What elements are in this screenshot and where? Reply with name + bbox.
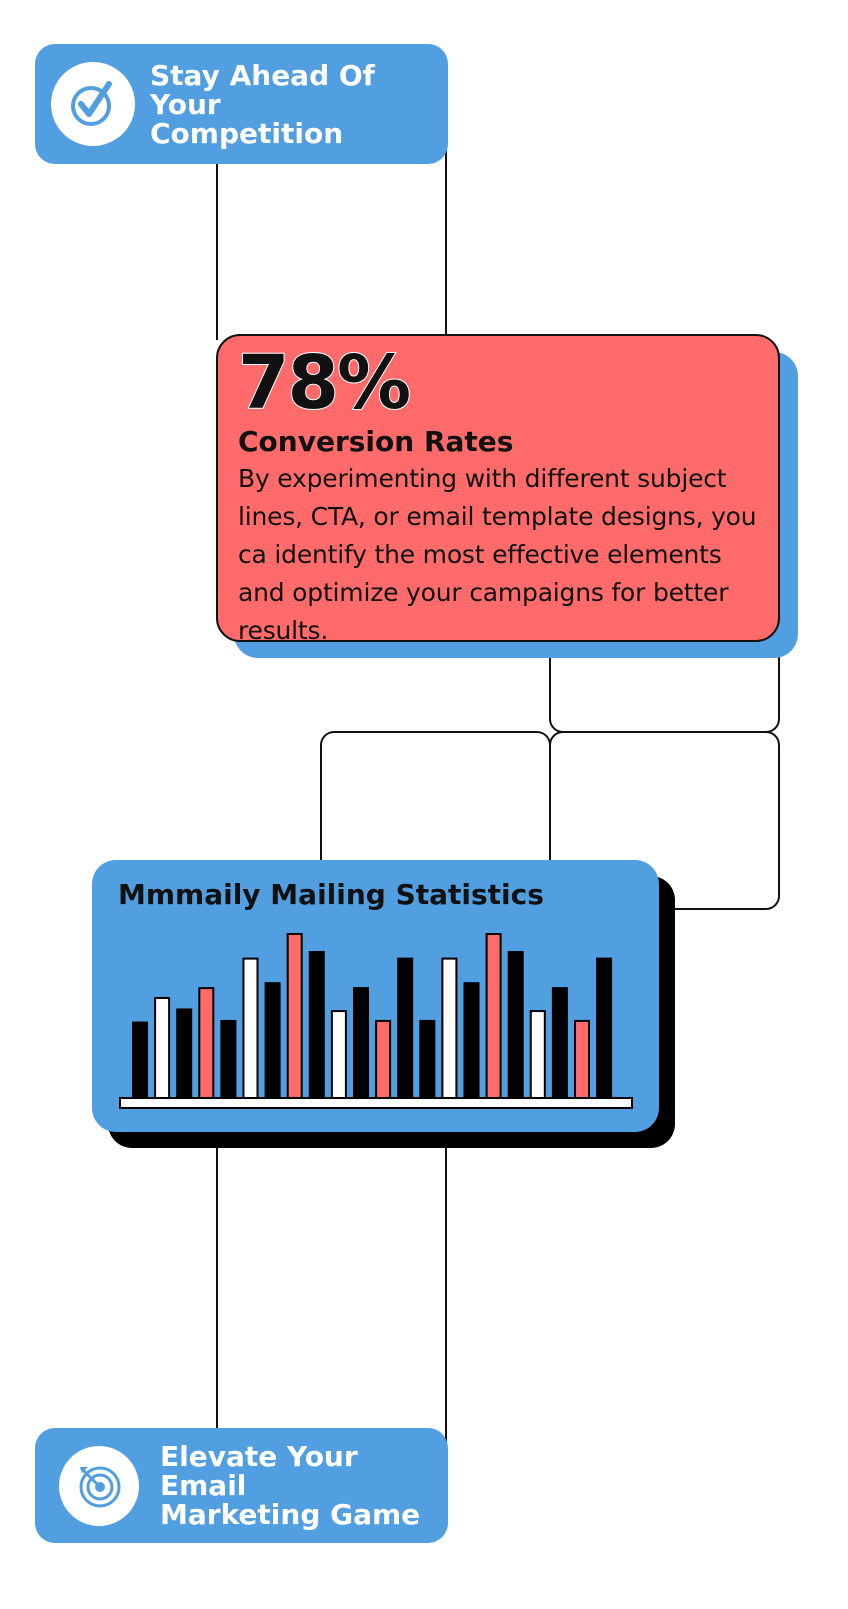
bottom-pill-title-line2: Marketing Game <box>160 1498 421 1531</box>
chart-bar-8 <box>286 933 303 1099</box>
check-circle-icon <box>71 81 112 126</box>
bottom-pill-title: Elevate Your Email Marketing Game <box>160 1442 448 1529</box>
chart-bar-1 <box>132 1021 148 1099</box>
target-icon-wrap <box>59 1445 139 1526</box>
chart-bar-15 <box>441 957 458 1099</box>
top-pill-title-line1: Stay Ahead Of Your <box>150 58 375 121</box>
target-icon <box>79 1466 121 1507</box>
chart-bar-5 <box>220 1019 237 1099</box>
connector-line-left-bottom <box>216 1140 218 1440</box>
bottom-pill-title-line1: Elevate Your Email <box>160 1440 358 1502</box>
check-circle-icon-wrap <box>51 62 135 146</box>
connector-line-right-bottom <box>445 1140 447 1450</box>
stats-card: Mmmaily Mailing Statistics <box>92 860 659 1132</box>
chart-bar-10 <box>330 1010 347 1099</box>
chart-bar-22 <box>596 957 613 1099</box>
chart-bar-11 <box>353 987 369 1099</box>
chart-bar-7 <box>264 982 281 1099</box>
connector-line-left-top <box>216 160 218 340</box>
top-pill-title: Stay Ahead Of Your Competition <box>150 61 448 148</box>
bottom-pill: Elevate Your Email Marketing Game <box>35 1428 448 1543</box>
chart-bar-19 <box>529 1010 546 1099</box>
chart-bar-18 <box>507 951 524 1100</box>
chart-bar-20 <box>551 987 568 1099</box>
chart-bar-6 <box>242 957 259 1099</box>
chart-bar-21 <box>574 1019 590 1099</box>
chart-bar-12 <box>375 1019 392 1099</box>
bar-chart <box>119 933 633 1109</box>
chart-bar-4 <box>198 987 215 1099</box>
chart-bar-17 <box>485 933 502 1099</box>
stats-card-title: Mmmaily Mailing Statistics <box>118 878 544 911</box>
stat-card: 78% Conversion Rates By experimenting wi… <box>216 334 780 645</box>
chart-bar-16 <box>463 982 480 1099</box>
chart-bar-9 <box>308 951 325 1100</box>
chart-bar-14 <box>419 1019 436 1099</box>
stat-title: Conversion Rates <box>238 425 514 458</box>
connector-loop-lower-left <box>320 731 551 891</box>
chart-bar-2 <box>154 996 171 1100</box>
stat-percentage: 78% <box>237 340 412 426</box>
top-pill-title-line2: Competition <box>150 116 344 150</box>
top-pill: Stay Ahead Of Your Competition <box>35 44 448 164</box>
connector-line-right-top <box>445 140 447 340</box>
chart-bar-13 <box>397 957 414 1099</box>
chart-bar-3 <box>176 1008 193 1099</box>
stat-body: By experimenting with different subject … <box>238 464 757 645</box>
chart-baseline <box>119 1097 633 1109</box>
